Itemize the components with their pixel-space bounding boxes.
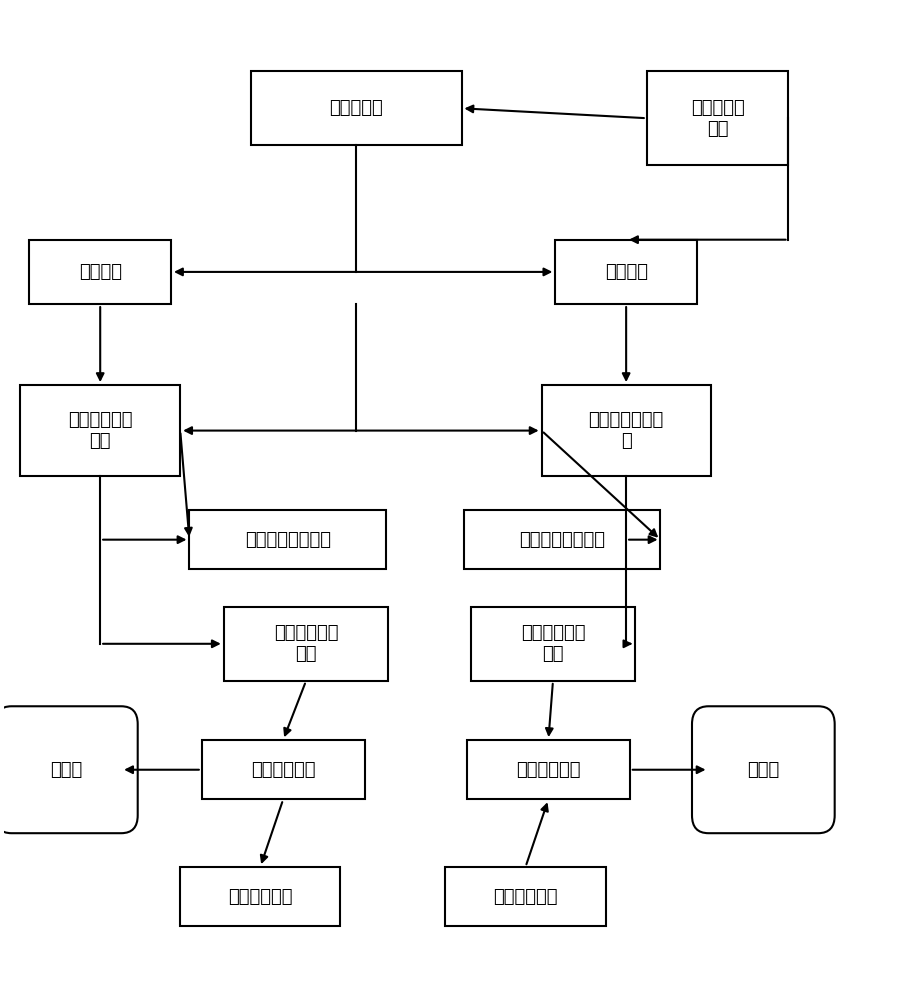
Text: 右应急刹车阀: 右应急刹车阀 [493,888,557,906]
Text: 左液压锁: 左液压锁 [78,263,122,281]
FancyBboxPatch shape [180,867,341,926]
FancyBboxPatch shape [20,385,180,476]
Text: 左气压牵引刹
车阀: 左气压牵引刹 车阀 [274,624,338,663]
Text: 刹车控制盒: 刹车控制盒 [330,99,383,117]
Text: 右气压换向阀: 右气压换向阀 [516,761,581,779]
FancyBboxPatch shape [30,240,171,304]
Text: 左刹车压力伺
服阀: 左刹车压力伺 服阀 [68,411,133,450]
FancyBboxPatch shape [189,510,386,569]
FancyBboxPatch shape [202,740,365,799]
Text: 左机轮: 左机轮 [50,761,82,779]
Text: 左气压换向阀: 左气压换向阀 [251,761,316,779]
FancyBboxPatch shape [647,71,788,165]
FancyBboxPatch shape [0,706,138,833]
Text: 机电综合计
算机: 机电综合计 算机 [690,99,745,138]
FancyBboxPatch shape [467,740,629,799]
Text: 右气压牵引刹
车阀: 右气压牵引刹 车阀 [521,624,585,663]
FancyBboxPatch shape [542,385,711,476]
Text: 右刹车压力伺服
阀: 右刹车压力伺服 阀 [589,411,664,450]
FancyBboxPatch shape [471,607,635,681]
FancyBboxPatch shape [223,607,389,681]
FancyBboxPatch shape [251,71,462,145]
FancyBboxPatch shape [463,510,661,569]
FancyBboxPatch shape [446,867,605,926]
Text: 右刹车压力传感器: 右刹车压力传感器 [519,531,605,549]
Text: 左刹车压力传感器: 左刹车压力传感器 [245,531,330,549]
FancyBboxPatch shape [556,240,697,304]
FancyBboxPatch shape [692,706,834,833]
Text: 右机轮: 右机轮 [748,761,779,779]
Text: 左应急刹车阀: 左应急刹车阀 [228,888,293,906]
Text: 右液压锁: 右液压锁 [605,263,648,281]
